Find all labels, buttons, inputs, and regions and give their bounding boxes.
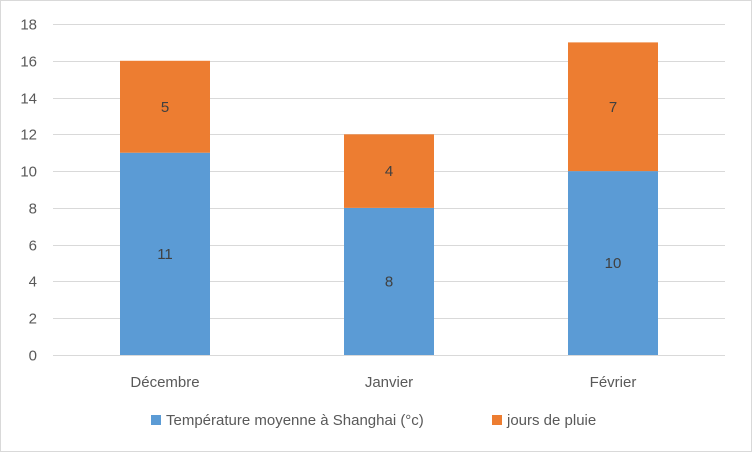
y-tick-label: 6 <box>29 238 37 255</box>
x-category-label: Février <box>590 374 637 391</box>
data-labels: 11 5 8 4 10 7 <box>157 99 621 291</box>
legend-swatch <box>151 415 161 425</box>
x-category-label: Janvier <box>365 374 413 391</box>
y-tick-label: 0 <box>29 348 37 365</box>
y-tick-label: 10 <box>20 164 37 181</box>
data-label: 11 <box>157 246 173 263</box>
data-label: 10 <box>605 255 622 272</box>
legend-label: Température moyenne à Shanghai (°c) <box>166 412 424 429</box>
y-tick-label: 16 <box>20 54 37 71</box>
bar-segment <box>568 42 658 172</box>
data-label: 4 <box>385 163 393 180</box>
y-tick-label: 14 <box>20 91 37 108</box>
bar-segment <box>120 60 210 153</box>
x-category-label: Décembre <box>130 374 199 391</box>
y-tick-label: 12 <box>20 127 37 144</box>
bar-segment <box>568 171 658 355</box>
legend: Température moyenne à Shanghai (°c) jours… <box>151 412 596 429</box>
bar-segment <box>344 207 434 355</box>
y-tick-label: 4 <box>29 274 37 291</box>
legend-swatch <box>492 415 502 425</box>
data-label: 8 <box>385 273 393 290</box>
data-label: 7 <box>609 99 617 116</box>
y-tick-label: 8 <box>29 201 37 218</box>
data-label: 5 <box>161 99 169 116</box>
y-tick-label: 2 <box>29 311 37 328</box>
bars <box>120 42 658 355</box>
bar-segment <box>120 152 210 355</box>
y-axis-ticks: 0 2 4 6 8 10 12 14 16 18 <box>20 17 37 365</box>
legend-label: jours de pluie <box>506 412 596 429</box>
y-tick-label: 18 <box>20 17 37 34</box>
x-axis-categories: Décembre Janvier Février <box>130 374 636 391</box>
bar-segment <box>344 134 434 208</box>
